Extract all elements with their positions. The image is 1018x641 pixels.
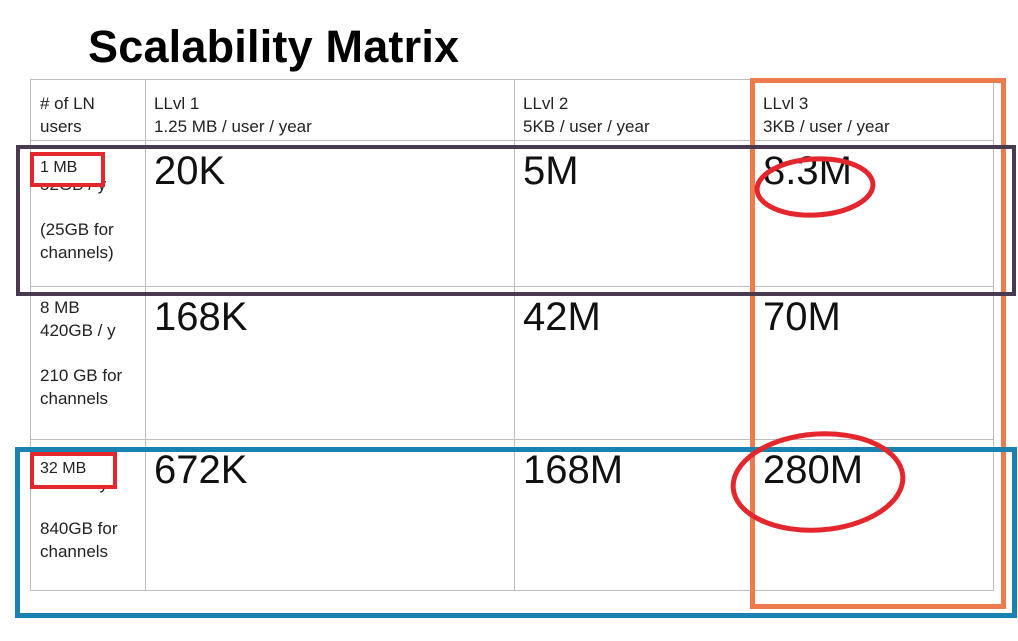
- value-cell: 70M: [754, 286, 994, 440]
- value-cell: 672K: [145, 439, 515, 591]
- value-llvl2: 168M: [523, 448, 624, 492]
- header-line: 1.25 MB / user / year: [154, 117, 312, 136]
- row-channels: channels): [40, 243, 114, 262]
- value-cell: 5M: [514, 140, 755, 287]
- header-line: users: [40, 117, 82, 136]
- row-label-cell: 32 MB 1.7TB / y 840GB for channels: [30, 439, 146, 591]
- row-channels: 840GB for: [40, 519, 118, 538]
- value-llvl3: 280M: [763, 448, 864, 492]
- row-size: 1 MB: [40, 152, 80, 171]
- table-row: 8 MB 420GB / y 210 GB for channels 168K …: [30, 286, 994, 440]
- header-line: LLvl 2: [523, 94, 569, 113]
- header-line: LLvl 1: [154, 94, 200, 113]
- row-label-cell: 8 MB 420GB / y 210 GB for channels: [30, 286, 146, 440]
- value-llvl3: 70M: [763, 295, 841, 339]
- table-row: 32 MB 1.7TB / y 840GB for channels 672K …: [30, 439, 994, 591]
- value-cell: 168M: [514, 439, 755, 591]
- header-cell-llvl1: LLvl 1 1.25 MB / user / year: [145, 79, 515, 141]
- row-size: 8 MB: [40, 298, 80, 317]
- header-cell-users: # of LN users: [30, 79, 146, 141]
- value-llvl1: 672K: [154, 448, 248, 492]
- row-label-cell: 1 MB 52GB / y (25GB for channels): [30, 140, 146, 287]
- value-llvl1: 168K: [154, 295, 248, 339]
- header-line: # of LN: [40, 94, 95, 113]
- header-cell-llvl2: LLvl 2 5KB / user / year: [514, 79, 755, 141]
- row-channels: channels: [40, 389, 109, 408]
- value-cell: 168K: [145, 286, 515, 440]
- value-llvl2: 42M: [523, 295, 601, 339]
- scalability-table: # of LN users LLvl 1 1.25 MB / user / ye…: [30, 79, 994, 591]
- value-cell: 8.3M: [754, 140, 994, 287]
- value-cell: 20K: [145, 140, 515, 287]
- value-cell: 280M: [754, 439, 994, 591]
- page-title: Scalability Matrix: [88, 21, 460, 72]
- row-storage: 1.7TB / y: [40, 474, 109, 493]
- header-line: 5KB / user / year: [523, 117, 650, 136]
- header-line: LLvl 3: [763, 94, 809, 113]
- table-header-row: # of LN users LLvl 1 1.25 MB / user / ye…: [30, 79, 994, 141]
- row-channels: channels: [40, 542, 109, 561]
- value-llvl3: 8.3M: [763, 149, 852, 193]
- value-llvl1: 20K: [154, 149, 226, 193]
- row-storage: 420GB / y: [40, 321, 116, 340]
- value-llvl2: 5M: [523, 149, 579, 193]
- row-size: 32 MB: [40, 451, 90, 470]
- row-storage: 52GB / y: [40, 175, 107, 194]
- row-channels: 210 GB for: [40, 366, 123, 385]
- table-row: 1 MB 52GB / y (25GB for channels) 20K 5M…: [30, 140, 994, 287]
- header-cell-llvl3: LLvl 3 3KB / user / year: [754, 79, 994, 141]
- row-channels: (25GB for: [40, 220, 114, 239]
- header-line: 3KB / user / year: [763, 117, 890, 136]
- value-cell: 42M: [514, 286, 755, 440]
